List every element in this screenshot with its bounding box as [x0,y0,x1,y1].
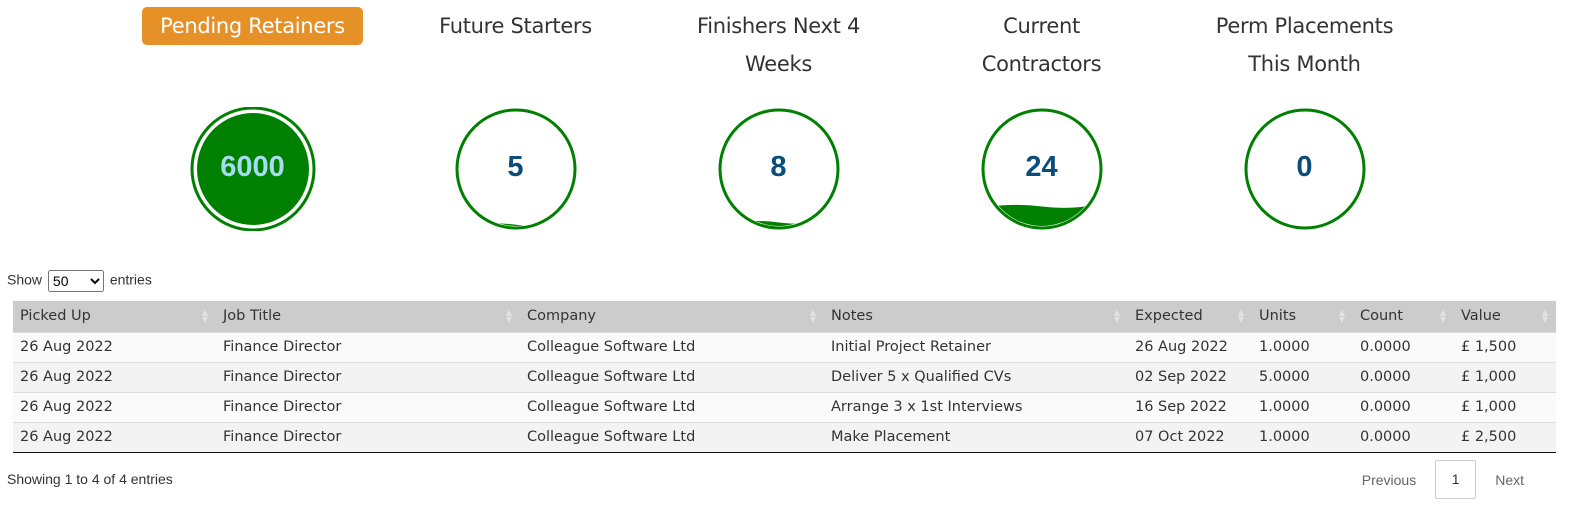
widget-title[interactable]: Finishers Next 4 Weeks [696,14,861,76]
column-label: Picked Up [20,308,91,325]
table-cell: 1.0000 [1252,391,1353,422]
widget-future-starters[interactable]: Future Starters 5 [384,0,647,230]
table-cell: Arrange 3 x 1st Interviews [824,391,1128,422]
widget-perm-placements-this-month[interactable]: Perm Placements This Month 0 [1173,0,1436,230]
table-cell: Make Placement [824,421,1128,452]
gauge-value: 8 [770,151,787,183]
table-info: Showing 1 to 4 of 4 entries [7,471,173,487]
column-header[interactable]: Expected ▲ ▼ [1128,301,1252,332]
table-cell: Finance Director [216,331,520,362]
table-cell: £ 1,000 [1454,391,1556,422]
widget-title[interactable]: Current Contractors [981,14,1102,76]
widget-current-contractors[interactable]: Current Contractors 24 [910,0,1173,230]
entries-label: entries [109,271,152,288]
widget-title[interactable]: Future Starters [439,14,592,38]
page-1-button[interactable]: 1 [1435,460,1477,499]
table-cell: Colleague Software Ltd [520,331,824,362]
sort-icon: ▲ ▼ [809,308,816,324]
table-cell: 1.0000 [1252,331,1353,362]
table-cell: 0.0000 [1353,391,1454,422]
column-label: Job Title [223,308,282,325]
gauge: 5 [453,107,579,231]
table-cell: 07 Oct 2022 [1128,421,1252,452]
entries-length: Show 50 entries [7,270,152,292]
table-cell: 02 Sep 2022 [1128,361,1252,392]
column-header[interactable]: Job Title ▲ ▼ [216,301,520,332]
column-label: Expected [1135,308,1203,325]
gauge: 24 [979,107,1105,231]
column-header[interactable]: Notes ▲ ▼ [824,301,1128,332]
table-cell: Finance Director [216,421,520,452]
table-cell: Finance Director [216,391,520,422]
table-cell: £ 1,000 [1454,361,1556,392]
retainers-table: Picked Up ▲ ▼ Job Title ▲ ▼ Company ▲ ▼ Notes ▲ ▼ Ex… [13,301,1556,453]
table-cell: 26 Aug 2022 [13,391,216,422]
table-cell: 26 Aug 2022 [1128,331,1252,362]
table-cell: Deliver 5 x Qualified CVs [824,361,1128,392]
next-button[interactable]: Next [1495,471,1524,488]
sort-icon: ▲ ▼ [1439,308,1446,324]
sort-icon: ▲ ▼ [505,308,512,324]
widget-title[interactable]: Pending Retainers [142,7,363,45]
gauge: 8 [716,107,842,231]
table-row[interactable]: 26 Aug 2022 Finance Director Colleague Sof… [13,331,1556,362]
previous-button[interactable]: Previous [1361,471,1417,488]
gauge-fill [984,202,1099,226]
table-cell: 26 Aug 2022 [13,331,216,362]
gauge: 0 [1242,107,1368,231]
pagination: Previous 1 Next [1346,460,1540,499]
sort-icon: ▲ ▼ [1237,308,1244,324]
widget-finishers-next-4-weeks[interactable]: Finishers Next 4 Weeks 8 [647,0,910,230]
table-cell: Colleague Software Ltd [520,421,824,452]
table-cell: 5.0000 [1252,361,1353,392]
column-label: Notes [831,308,873,325]
widget-title[interactable]: Perm Placements This Month [1215,14,1394,76]
table-cell: 26 Aug 2022 [13,361,216,392]
gauge-value: 24 [1025,151,1058,183]
gauge-value: 0 [1296,151,1313,183]
table-cell: £ 1,500 [1454,331,1556,362]
entries-select[interactable]: 50 [47,270,104,292]
table-cell: 0.0000 [1353,331,1454,362]
column-header[interactable]: Units ▲ ▼ [1252,301,1353,332]
table-cell: 0.0000 [1353,421,1454,452]
column-header[interactable]: Company ▲ ▼ [520,301,824,332]
table-cell: 1.0000 [1252,421,1353,452]
show-label: Show [7,271,43,288]
table-row[interactable]: 26 Aug 2022 Finance Director Colleague Sof… [13,421,1556,452]
column-header[interactable]: Count ▲ ▼ [1353,301,1454,332]
sort-icon: ▲ ▼ [1338,308,1345,324]
column-header[interactable]: Value ▲ ▼ [1454,301,1556,332]
sort-icon: ▲ ▼ [1113,308,1120,324]
table-cell: 0.0000 [1353,361,1454,392]
table-cell: Colleague Software Ltd [520,391,824,422]
gauge-value: 5 [507,151,524,183]
gauge: 6000 [190,107,316,231]
table-cell: Initial Project Retainer [824,331,1128,362]
gauge-value: 6000 [220,151,285,183]
table-cell: Colleague Software Ltd [520,361,824,392]
sort-icon: ▲ ▼ [201,308,208,324]
column-header[interactable]: Picked Up ▲ ▼ [13,301,216,332]
table-row[interactable]: 26 Aug 2022 Finance Director Colleague Sof… [13,361,1556,392]
column-label: Value [1461,308,1501,325]
table-cell: Finance Director [216,361,520,392]
table-row[interactable]: 26 Aug 2022 Finance Director Colleague Sof… [13,391,1556,422]
table-cell: 16 Sep 2022 [1128,391,1252,422]
sort-icon: ▲ ▼ [1541,308,1548,324]
widget-pending-retainers[interactable]: Pending Retainers 6000 [121,0,384,231]
table-cell: £ 2,500 [1454,421,1556,452]
table-cell: 26 Aug 2022 [13,421,216,452]
column-label: Company [527,308,596,325]
column-label: Count [1360,308,1404,325]
column-label: Units [1259,308,1297,325]
